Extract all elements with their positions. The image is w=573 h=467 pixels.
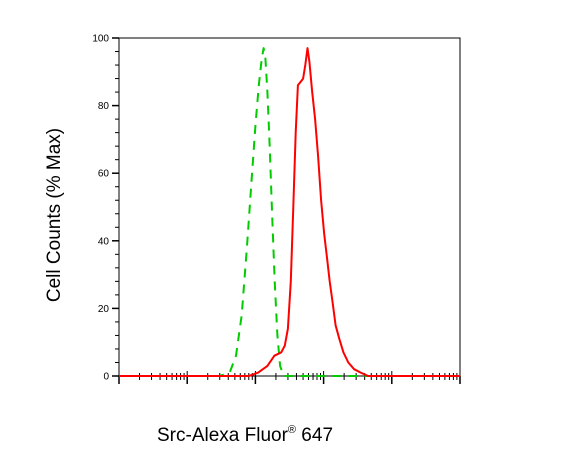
x-axis-label: Src-Alexa Fluor® 647 [157, 424, 333, 447]
plot-frame [118, 37, 461, 377]
y-tick-label: 60 [98, 169, 110, 180]
x-axis-label-text: Src-Alexa Fluor [157, 425, 288, 446]
control-histogram-line [119, 47, 460, 377]
y-tick-label: 20 [98, 304, 110, 315]
sample-histogram-line [119, 47, 460, 377]
y-tick-label: 40 [98, 236, 110, 247]
registered-mark: ® [287, 424, 297, 436]
y-tick-label: 100 [92, 34, 109, 45]
y-tick-label: 80 [98, 101, 110, 112]
x-axis-label-suffix: 647 [296, 425, 334, 446]
y-tick-label: 0 [103, 372, 109, 383]
